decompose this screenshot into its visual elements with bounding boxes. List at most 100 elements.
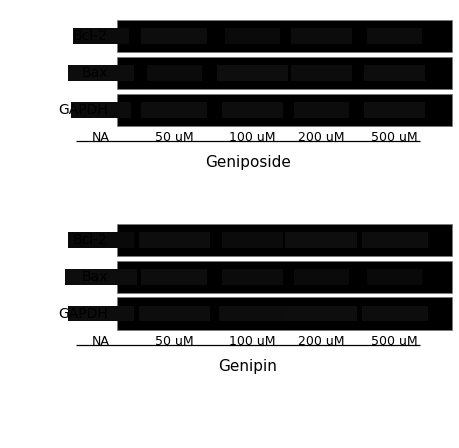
Bar: [222, 102, 283, 117]
Bar: [141, 269, 207, 284]
Bar: [240, 239, 265, 241]
Bar: [364, 308, 425, 319]
Bar: [161, 276, 188, 278]
Bar: [229, 106, 276, 113]
Bar: [373, 33, 417, 40]
Bar: [374, 237, 415, 243]
Bar: [381, 239, 409, 241]
Bar: [117, 94, 452, 126]
Bar: [225, 235, 280, 246]
Bar: [141, 308, 207, 319]
Bar: [382, 72, 408, 74]
Bar: [378, 34, 412, 39]
Bar: [294, 102, 349, 117]
Bar: [161, 108, 188, 111]
Bar: [76, 31, 126, 42]
Bar: [235, 34, 270, 39]
Bar: [231, 33, 274, 40]
Bar: [75, 69, 127, 77]
Bar: [87, 239, 115, 241]
Bar: [376, 70, 414, 76]
Text: Bax: Bax: [81, 66, 108, 80]
Bar: [71, 308, 131, 319]
Bar: [374, 311, 415, 316]
Bar: [371, 69, 419, 77]
Bar: [304, 107, 339, 112]
Bar: [87, 312, 115, 315]
Bar: [364, 65, 425, 81]
Bar: [73, 29, 129, 44]
Text: GAPDH: GAPDH: [58, 306, 108, 321]
Bar: [77, 106, 125, 113]
Bar: [229, 237, 276, 244]
Bar: [146, 237, 203, 244]
Bar: [291, 29, 352, 44]
Bar: [154, 107, 195, 112]
Text: 500 uM: 500 uM: [371, 335, 418, 348]
Bar: [299, 237, 344, 243]
Bar: [217, 65, 288, 81]
Bar: [157, 70, 192, 76]
Bar: [152, 311, 197, 316]
Bar: [296, 271, 347, 282]
Text: 200 uM: 200 uM: [298, 335, 345, 348]
Text: NA: NA: [92, 335, 110, 348]
Text: Genipin: Genipin: [218, 359, 277, 374]
Bar: [302, 70, 340, 76]
Bar: [160, 312, 190, 315]
Bar: [220, 68, 285, 78]
Bar: [117, 57, 452, 89]
Bar: [73, 273, 129, 280]
Bar: [232, 311, 273, 316]
Bar: [382, 108, 408, 111]
Bar: [240, 276, 265, 278]
Bar: [147, 65, 202, 81]
Bar: [383, 35, 406, 38]
Text: GAPDH: GAPDH: [58, 103, 108, 117]
Text: Bcl-2: Bcl-2: [73, 233, 108, 247]
Bar: [307, 239, 336, 241]
Bar: [294, 269, 349, 284]
Bar: [373, 273, 417, 280]
Bar: [225, 271, 280, 282]
Bar: [238, 72, 267, 74]
Bar: [289, 235, 354, 246]
Bar: [148, 106, 201, 113]
Bar: [86, 276, 116, 278]
Bar: [90, 35, 112, 38]
Bar: [65, 269, 137, 284]
Bar: [224, 69, 281, 77]
Bar: [381, 312, 409, 315]
Bar: [71, 68, 131, 78]
Bar: [225, 104, 280, 115]
Bar: [84, 34, 118, 39]
Bar: [68, 271, 134, 282]
Bar: [369, 271, 420, 282]
Bar: [146, 310, 203, 317]
Bar: [163, 72, 186, 74]
Bar: [117, 224, 452, 256]
Bar: [367, 29, 422, 44]
Bar: [241, 35, 264, 38]
Bar: [299, 311, 344, 316]
Text: 50 uM: 50 uM: [155, 131, 194, 144]
Bar: [75, 237, 127, 244]
Bar: [371, 106, 419, 113]
Bar: [362, 233, 428, 248]
Bar: [117, 261, 452, 293]
Bar: [144, 104, 205, 115]
Bar: [141, 235, 207, 246]
Bar: [152, 237, 197, 243]
Bar: [80, 70, 122, 76]
Bar: [68, 233, 134, 248]
Bar: [296, 104, 347, 115]
Bar: [222, 269, 283, 284]
Bar: [230, 70, 275, 76]
Bar: [117, 20, 452, 52]
Bar: [161, 35, 188, 38]
Bar: [148, 273, 201, 280]
Bar: [73, 104, 129, 115]
Bar: [240, 108, 265, 111]
Bar: [367, 104, 423, 115]
Bar: [234, 274, 271, 280]
